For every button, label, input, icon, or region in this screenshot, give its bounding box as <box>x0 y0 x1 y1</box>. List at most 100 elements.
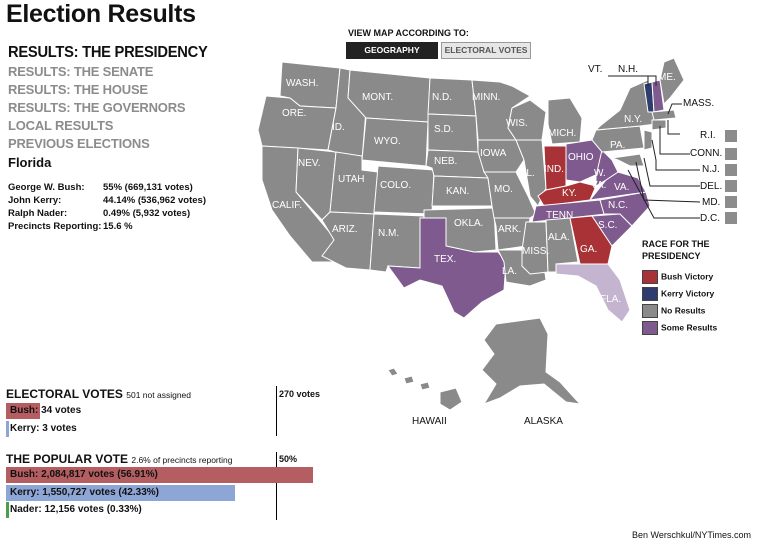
label-ala: ALA. <box>548 232 570 243</box>
legend-bush: Bush Victory <box>642 270 713 284</box>
box-del[interactable] <box>725 180 737 192</box>
label-alaska: ALASKA <box>524 416 563 427</box>
state-nj[interactable] <box>643 129 653 151</box>
label-iowa: IOWA <box>480 148 507 159</box>
label-nev: NEV. <box>298 158 320 169</box>
legend-swatch <box>642 270 658 284</box>
label-wva: W. <box>594 168 606 179</box>
label-ariz: ARIZ. <box>332 224 358 235</box>
box-conn[interactable] <box>725 148 737 160</box>
label-ohio: OHIO <box>568 152 594 163</box>
state-tex[interactable] <box>386 217 507 319</box>
leader-mass <box>667 103 682 115</box>
legend-swatch <box>642 287 658 301</box>
label-okla: OKLA. <box>454 218 483 229</box>
result-value: 0.49% (5,932 votes) <box>103 208 191 219</box>
view-map-label: VIEW MAP ACCORDING TO: <box>348 28 469 38</box>
popular-title: THE POPULAR VOTE <box>6 452 129 466</box>
nav-link-house[interactable]: RESULTS: THE HOUSE <box>8 82 148 97</box>
label-fla: FLA. <box>600 294 621 305</box>
state-nm[interactable] <box>369 213 425 273</box>
state-va[interactable] <box>588 171 647 201</box>
label-ill: ILL. <box>518 168 535 179</box>
popular-nader-text: Nader: 12,156 votes (0.33%) <box>10 504 142 515</box>
box-nj[interactable] <box>725 164 737 176</box>
box-ri[interactable] <box>725 130 737 142</box>
box-md[interactable] <box>725 196 737 208</box>
presidency-heading: RESULTS: THE PRESIDENCY <box>8 44 208 61</box>
label-wyo: WYO. <box>374 136 401 147</box>
nav-link-senate[interactable]: RESULTS: THE SENATE <box>8 64 154 79</box>
result-value: 44.14% (536,962 votes) <box>103 195 206 206</box>
state-hawaii[interactable] <box>387 367 463 411</box>
popular-kerry-text: Kerry: 1,550,727 votes (42.33%) <box>10 487 159 498</box>
electoral-votes-view-button[interactable]: ELECTORAL VOTES <box>441 42 531 59</box>
state-ark[interactable] <box>493 217 531 251</box>
label-ark: ARK. <box>498 224 521 235</box>
label-conn: CONN. <box>690 148 723 159</box>
legend-some: Some Results <box>642 321 717 335</box>
label-nc: N.C. <box>608 200 628 211</box>
label-md: MD. <box>702 197 721 208</box>
nav-link-governors[interactable]: RESULTS: THE GOVERNORS <box>8 100 186 115</box>
selected-state-name: Florida <box>8 155 52 170</box>
label-vt: VT. <box>588 64 603 75</box>
electoral-270-label: 270 votes <box>279 389 321 399</box>
label-tenn: TENN. <box>546 210 576 221</box>
electoral-kerry-text: Kerry: 3 votes <box>10 423 77 434</box>
label-ind: IND. <box>544 164 564 175</box>
legend-kerry: Kerry Victory <box>642 287 714 301</box>
legend-label: Some Results <box>661 322 718 333</box>
label-wash: WASH. <box>286 78 318 89</box>
label-nd: N.D. <box>432 92 452 103</box>
electoral-title: ELECTORAL VOTES <box>6 387 123 401</box>
nav-link-previous[interactable]: PREVIOUS ELECTIONS <box>8 136 150 151</box>
label-del: DEL. <box>700 181 723 192</box>
state-ga[interactable] <box>569 215 613 265</box>
geography-view-button[interactable]: GEOGRAPHY <box>346 42 438 59</box>
popular-bar-nader: Nader: 12,156 votes (0.33%) <box>6 502 142 518</box>
popular-50-label: 50% <box>279 454 298 464</box>
state-me[interactable] <box>659 57 685 106</box>
result-row-kerry: John Kerry: 44.14% (536,962 votes) <box>8 195 206 206</box>
state-fla[interactable] <box>555 263 631 323</box>
label-utah: UTAH <box>338 174 364 185</box>
label-mass: MASS. <box>683 98 715 109</box>
label-sc: S.C. <box>598 220 617 231</box>
label-me: ME. <box>658 72 676 83</box>
label-pa: PA. <box>610 140 625 151</box>
legend-none: No Results <box>642 304 705 318</box>
label-ri: R.I. <box>700 130 716 141</box>
label-hawaii: HAWAII <box>412 416 447 427</box>
popular-50-line <box>276 452 277 520</box>
label-wis: WIS. <box>506 118 528 129</box>
state-conn[interactable] <box>651 119 667 131</box>
legend-label: No Results <box>661 305 706 316</box>
nav-link-local[interactable]: LOCAL RESULTS <box>8 118 114 133</box>
legend-swatch <box>642 321 658 335</box>
label-colo: COLO. <box>380 180 411 191</box>
photo-credit: Ben Werschkul/NYTimes.com <box>631 530 751 540</box>
result-value: 55% (669,131 votes) <box>103 182 193 193</box>
state-alaska[interactable] <box>481 317 582 405</box>
result-row-nader: Ralph Nader: 0.49% (5,932 votes) <box>8 208 190 219</box>
label-ore: ORE. <box>282 108 306 119</box>
state-mass[interactable] <box>651 109 677 121</box>
leader-nh <box>640 75 657 86</box>
legend-title: RACE FOR THE PRESIDENCY <box>642 239 710 261</box>
leader-ri <box>667 120 680 135</box>
label-ny: N.Y. <box>624 114 642 125</box>
result-label: Ralph Nader: <box>8 208 68 219</box>
label-dc: D.C. <box>700 213 720 224</box>
legend-label: Bush Victory <box>661 271 714 282</box>
state-md[interactable] <box>611 153 645 167</box>
label-calif: CALIF. <box>272 200 302 211</box>
electoral-270-line <box>276 386 277 436</box>
state-pa[interactable] <box>591 125 645 153</box>
electoral-bar-kerry: Kerry: 3 votes <box>6 421 77 437</box>
leader-conn <box>659 126 690 155</box>
box-dc[interactable] <box>725 212 737 224</box>
label-neb: NEB. <box>434 156 457 167</box>
electoral-note: 501 not assigned <box>126 390 191 400</box>
leader-nj <box>651 139 700 171</box>
